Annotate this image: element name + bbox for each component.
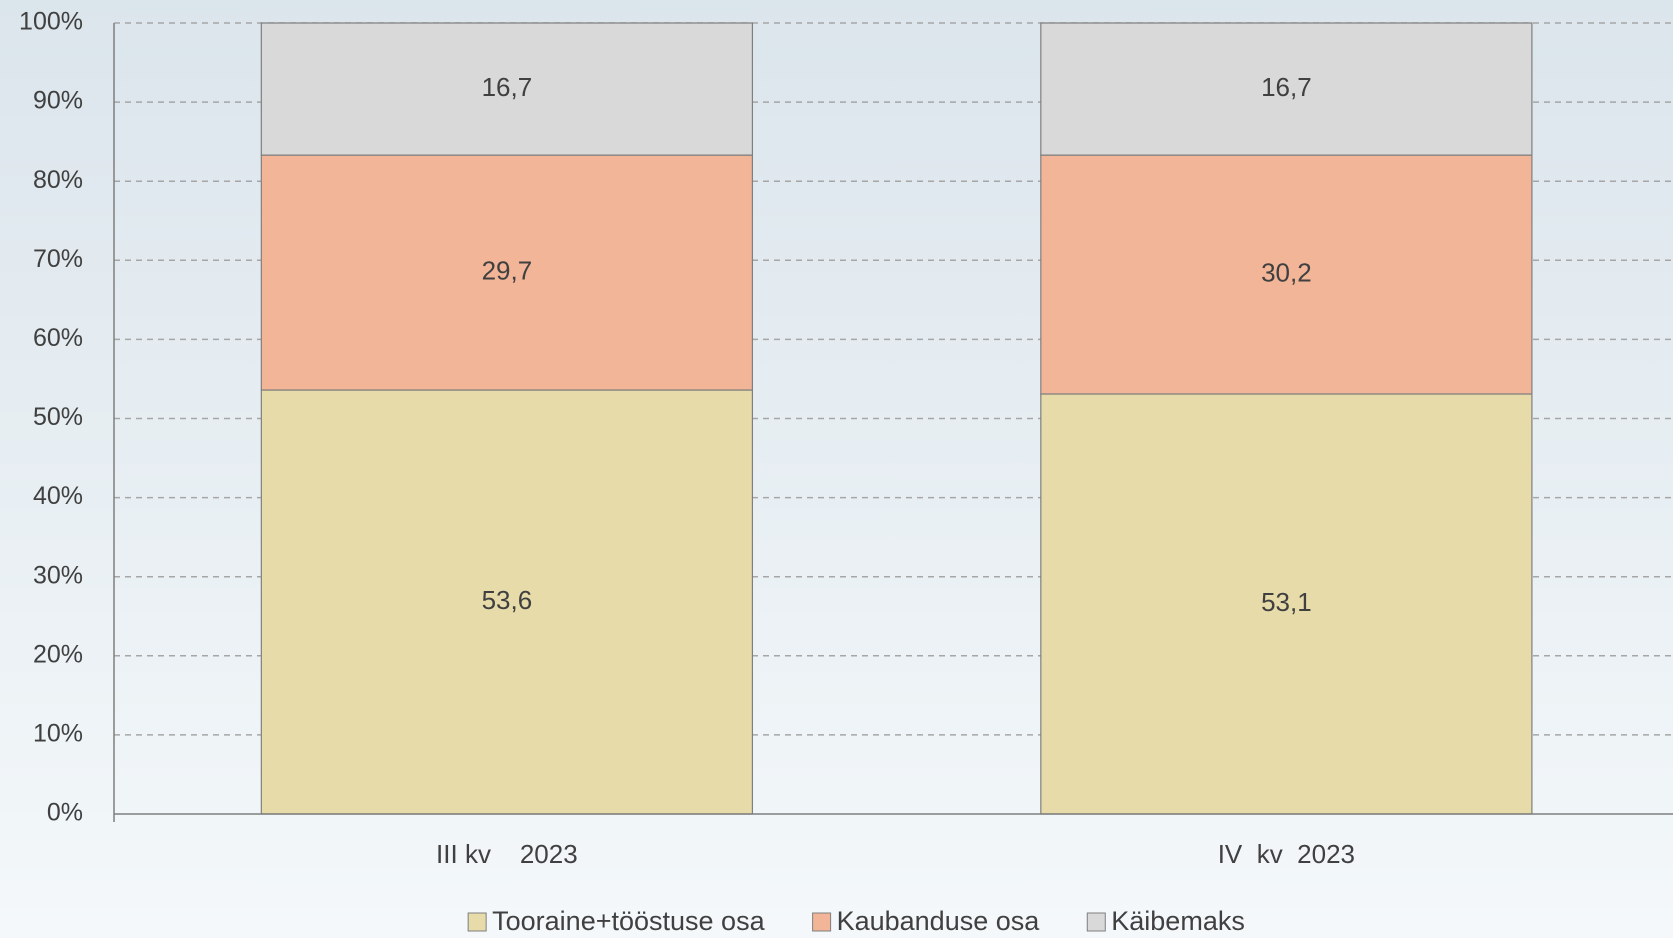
y-tick-label: 40% — [33, 482, 83, 510]
data-label: 16,7 — [1261, 72, 1312, 102]
y-tick-label: 0% — [47, 799, 83, 827]
x-tick-label: IV kv 2023 — [1218, 839, 1355, 869]
legend-label: Käibemaks — [1111, 906, 1245, 936]
legend-swatch — [812, 912, 832, 932]
y-tick-label: 100% — [19, 8, 83, 36]
legend-label: Kaubanduse osa — [837, 906, 1041, 936]
y-tick-label: 70% — [33, 245, 83, 273]
bar-segment — [1040, 393, 1533, 815]
x-tick-label: III kv 2023 — [436, 839, 578, 869]
y-tick-label: 10% — [33, 720, 83, 748]
data-label: 16,7 — [482, 72, 533, 102]
y-tick-label: 20% — [33, 640, 83, 668]
y-tick-label: 60% — [33, 324, 83, 352]
data-label: 29,7 — [482, 255, 533, 285]
bar-segment — [1040, 22, 1533, 156]
legend-swatch — [1086, 912, 1106, 932]
legend-swatch — [467, 912, 487, 932]
data-label: 53,6 — [482, 585, 533, 615]
data-label: 30,2 — [1261, 257, 1312, 287]
data-label: 53,1 — [1261, 587, 1312, 617]
y-tick-label: 30% — [33, 561, 83, 589]
bar-segment — [260, 22, 754, 156]
y-tick-label: 80% — [33, 166, 83, 194]
legend-label: Tooraine+tööstuse osa — [492, 906, 765, 936]
y-tick-label: 90% — [33, 87, 83, 115]
bar-segment — [260, 389, 754, 815]
bar-segment — [260, 154, 754, 391]
y-tick-label: 50% — [33, 403, 83, 431]
